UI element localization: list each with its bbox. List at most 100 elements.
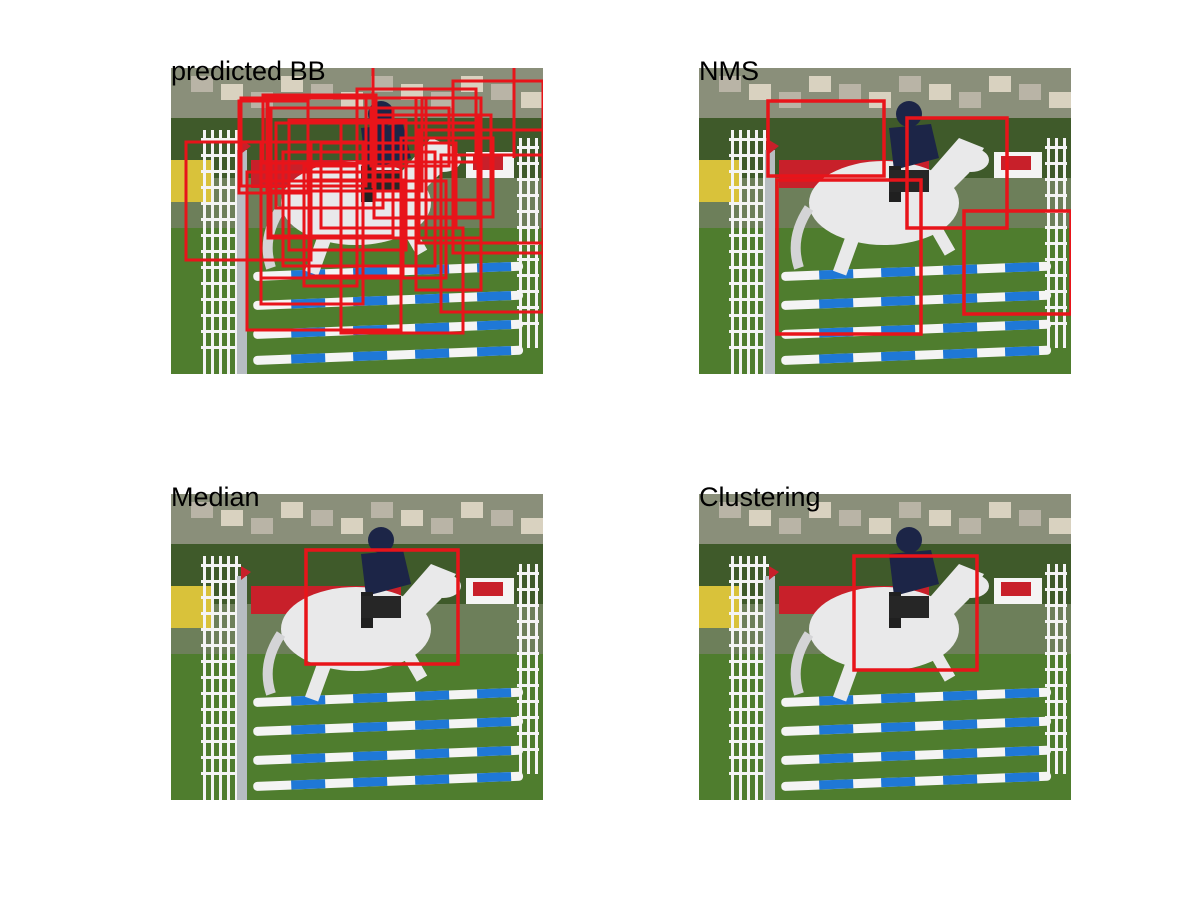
wing-rung <box>729 740 769 743</box>
jump-rail <box>253 745 524 765</box>
wing-rung <box>1045 194 1067 197</box>
median-box <box>304 548 460 666</box>
show-jumping-photo <box>171 494 543 800</box>
wing-rung <box>517 572 539 575</box>
wing-rung <box>517 194 539 197</box>
rail-blue <box>476 262 512 273</box>
rail-blue <box>414 348 450 359</box>
jump-rail <box>781 261 1052 281</box>
rail-blue <box>476 717 512 728</box>
wing-rung <box>517 684 539 687</box>
rail-blue <box>819 753 854 764</box>
wing-rung <box>729 170 769 173</box>
wing-rung <box>201 676 241 679</box>
wing-rung <box>729 154 769 157</box>
wing-rung <box>201 644 241 647</box>
rider-helmet <box>896 101 922 127</box>
rail-blue <box>942 719 978 730</box>
wing-rung <box>517 146 539 149</box>
bounding-box <box>399 136 495 219</box>
house <box>401 510 423 526</box>
wing-rung <box>1045 178 1067 181</box>
rail-blue <box>881 692 916 704</box>
horse-head <box>953 574 989 598</box>
bounding-box <box>775 178 923 336</box>
house <box>989 502 1011 518</box>
house <box>341 518 363 534</box>
house <box>281 76 303 92</box>
rail-blue <box>414 748 450 759</box>
wing-rung <box>729 186 769 189</box>
house <box>1019 510 1041 526</box>
wing-rung <box>729 772 769 775</box>
wing-rung <box>729 564 769 567</box>
house <box>281 502 303 518</box>
wing-rung <box>201 346 241 349</box>
house <box>749 84 771 100</box>
flag <box>769 566 779 580</box>
rail-blue <box>1004 291 1040 302</box>
house <box>929 84 951 100</box>
wing-rung <box>201 628 241 631</box>
bounding-box <box>245 170 403 332</box>
wing-rung <box>201 612 241 615</box>
rail-blue <box>881 295 916 307</box>
wing-rung <box>1045 652 1067 655</box>
house <box>719 76 741 92</box>
wing-rung <box>729 218 769 221</box>
wing-rung <box>517 210 539 213</box>
wing-rung <box>1045 604 1067 607</box>
wing-rung <box>517 716 539 719</box>
rail-blue <box>476 688 512 699</box>
wing-rung <box>1045 748 1067 751</box>
rail-blue <box>414 322 450 333</box>
bounding-box <box>319 141 458 230</box>
wing-rung <box>517 748 539 751</box>
bounding-box <box>962 209 1071 316</box>
wing-rung <box>201 170 241 173</box>
wing-rung <box>729 346 769 349</box>
wing-rung <box>517 652 539 655</box>
rail-blue <box>819 353 854 364</box>
rail-blue <box>476 746 512 757</box>
rider-jacket <box>361 550 411 596</box>
wing-rung <box>517 162 539 165</box>
standard-pole <box>765 150 775 374</box>
house <box>431 518 453 534</box>
jump-rail <box>781 771 1052 791</box>
bounding-box <box>766 99 886 178</box>
wing-rung <box>517 306 539 309</box>
wing-rung <box>1045 732 1067 735</box>
house <box>869 518 891 534</box>
wing-rung <box>201 580 241 583</box>
house <box>1049 518 1071 534</box>
wing-rung <box>1045 258 1067 261</box>
wing-rung <box>1045 146 1067 149</box>
rider-jacket <box>889 550 939 596</box>
rail-blue <box>942 264 978 275</box>
wing-rung <box>201 330 241 333</box>
horse-leg <box>833 225 863 276</box>
rail-blue <box>1004 262 1040 273</box>
rail-blue <box>291 753 326 764</box>
rail-blue <box>1004 346 1040 357</box>
rail-blue <box>414 719 450 730</box>
wing-rung <box>729 298 769 301</box>
sign-logo <box>473 582 503 596</box>
wing-rung <box>201 250 241 253</box>
rail-blue <box>819 298 854 309</box>
panel-title: NMS <box>699 56 759 86</box>
horse-tail <box>262 631 286 696</box>
wing-rung <box>729 724 769 727</box>
horse-tail <box>790 631 814 696</box>
wing-rung <box>1045 620 1067 623</box>
wing-rung <box>201 660 241 663</box>
bounding-box <box>451 79 543 255</box>
rail-blue <box>881 266 916 278</box>
rail-blue <box>476 772 512 783</box>
horse-head <box>953 148 989 172</box>
house <box>191 502 213 518</box>
house <box>779 518 801 534</box>
show-jumping-photo <box>171 68 543 374</box>
jump-rail <box>781 290 1052 310</box>
